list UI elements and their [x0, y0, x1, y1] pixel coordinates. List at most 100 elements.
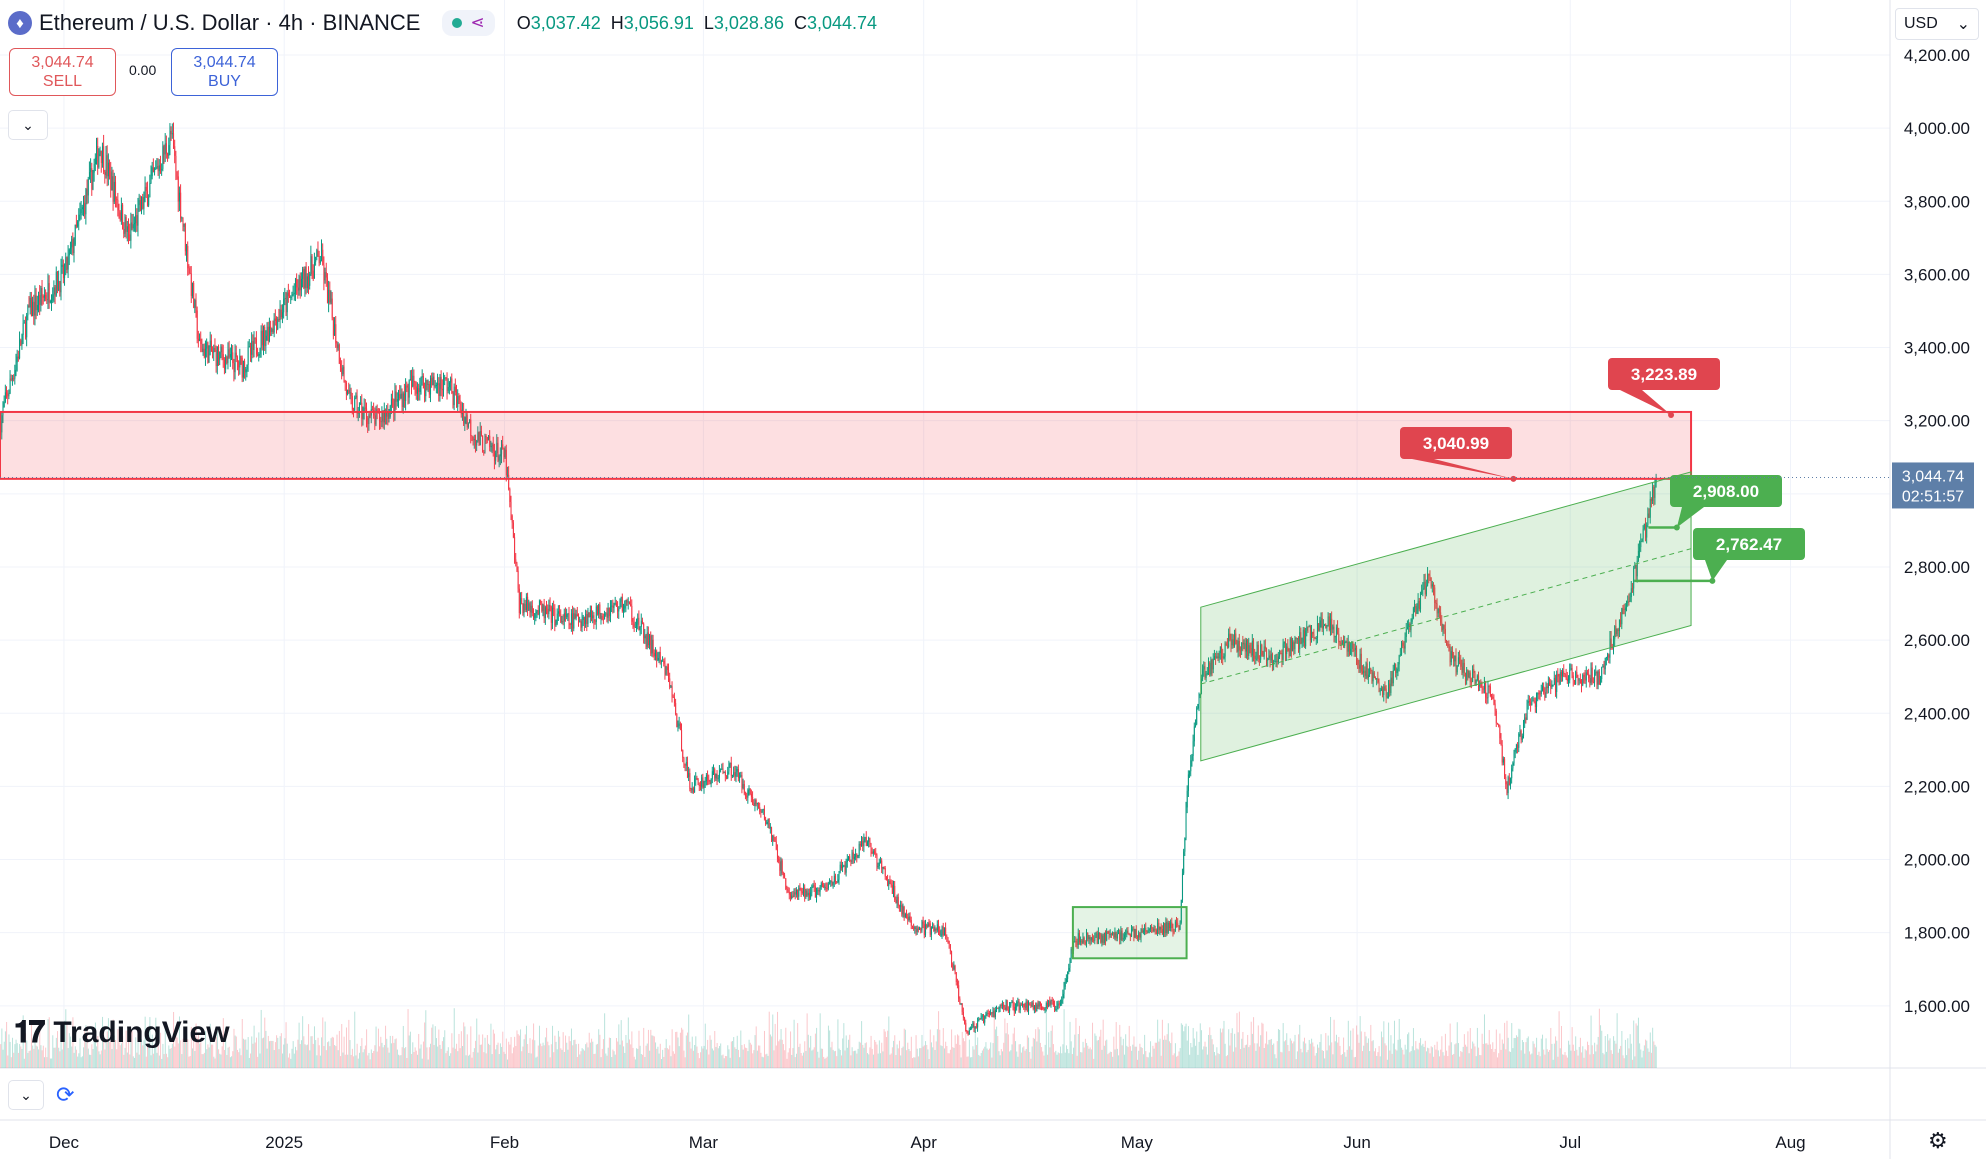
candle-body: [1543, 686, 1545, 693]
volume-bar: [1164, 1035, 1166, 1068]
volume-bar: [877, 1053, 879, 1068]
volume-bar: [1527, 1036, 1529, 1068]
volume-bar: [1145, 1051, 1147, 1068]
candle-body: [278, 318, 280, 320]
gear-icon[interactable]: ⚙: [1928, 1128, 1948, 1153]
candle-body: [192, 283, 194, 296]
volume-bar: [1504, 1022, 1506, 1068]
volume-bar: [683, 1050, 685, 1068]
candle-body: [549, 605, 551, 607]
candle-body: [115, 181, 117, 200]
candle-body: [128, 226, 130, 235]
volume-bar: [1154, 1042, 1156, 1068]
candle-body: [941, 926, 943, 935]
volume-bar: [601, 1048, 603, 1068]
volume-bar: [610, 1037, 612, 1068]
candle-body: [745, 793, 747, 796]
status-pill[interactable]: ⋖: [442, 10, 495, 36]
candle-body: [107, 162, 109, 177]
candle-body: [1007, 1010, 1009, 1012]
candle-body: [26, 315, 28, 338]
volume-bar: [1337, 1042, 1339, 1068]
candle-body: [1437, 608, 1439, 614]
tradingview-logo[interactable]: 𝟏𝟕 TradingView: [14, 1016, 230, 1050]
candle-body: [1578, 679, 1580, 681]
candle-body: [1219, 647, 1221, 654]
candle-body: [544, 607, 546, 619]
volume-bar: [435, 1038, 437, 1068]
candle-body: [433, 376, 435, 387]
volume-bar: [1628, 1048, 1630, 1068]
volume-bar: [560, 1048, 562, 1068]
candle-body: [972, 1023, 974, 1028]
candle-body: [865, 836, 867, 846]
symbol-title[interactable]: Ethereum / U.S. Dollar · 4h · BINANCE: [39, 10, 421, 35]
candle-body: [1438, 608, 1440, 613]
candle-body: [1210, 659, 1212, 675]
candle-body: [836, 881, 838, 883]
share-icon[interactable]: ⋖: [470, 13, 485, 32]
candle-body: [244, 360, 246, 373]
candle-body: [400, 393, 402, 399]
candle-body: [848, 856, 850, 859]
volume-bar: [1552, 1059, 1554, 1068]
candle-body: [983, 1015, 985, 1023]
candle-body: [337, 344, 339, 349]
candle-body: [1078, 933, 1080, 943]
candle-body: [490, 445, 492, 448]
sell-button[interactable]: 3,044.74 SELL: [9, 48, 116, 96]
volume-bar: [1499, 1033, 1501, 1068]
candle-body: [1542, 686, 1544, 691]
volume-bar: [1553, 1043, 1555, 1068]
volume-bar: [334, 1045, 336, 1068]
candle-body: [1247, 640, 1249, 657]
candle-body: [618, 609, 620, 612]
candle-body: [658, 652, 660, 658]
volume-bar: [832, 1049, 834, 1068]
candle-body: [170, 131, 172, 135]
candle-body: [84, 202, 86, 215]
volume-bar: [206, 1049, 208, 1068]
volume-bar: [555, 1041, 557, 1068]
candle-body: [678, 723, 680, 727]
volume-bar: [1065, 1045, 1067, 1068]
candle-body: [467, 423, 469, 428]
volume-bar: [135, 1037, 137, 1068]
candle-body: [1077, 933, 1079, 945]
volume-bar: [84, 1029, 86, 1068]
volume-bar: [471, 1057, 473, 1068]
candle-body: [1272, 654, 1274, 666]
volume-bar: [1455, 1043, 1457, 1068]
collapse-bottom-button[interactable]: ⌄: [8, 1080, 44, 1110]
buy-button[interactable]: 3,044.74 BUY: [171, 48, 278, 96]
volume-bar: [1150, 1041, 1152, 1068]
volume-bar: [1508, 1051, 1510, 1068]
volume-bar: [586, 1042, 588, 1068]
candle-body: [1172, 928, 1174, 932]
candle-body: [496, 442, 498, 454]
candle-body: [386, 411, 388, 417]
refresh-icon[interactable]: ⟳: [56, 1082, 75, 1107]
candle-body: [1269, 655, 1271, 661]
volume-bar: [498, 1054, 500, 1068]
collapse-legend-button[interactable]: ⌄: [8, 110, 48, 140]
volume-bar: [34, 1031, 36, 1068]
candle-body: [212, 351, 214, 353]
ethereum-icon[interactable]: ♦: [8, 11, 32, 35]
candle-body: [1302, 629, 1304, 643]
candle-body: [957, 981, 959, 986]
volume-bar: [1299, 1024, 1301, 1068]
volume-bar: [325, 1050, 327, 1068]
volume-bar: [966, 1056, 968, 1068]
price-tick-label: 3,400.00: [1904, 339, 1970, 358]
volume-bar: [1318, 1047, 1320, 1068]
volume-bar: [837, 1019, 839, 1068]
currency-select[interactable]: USD ⌄: [1895, 8, 1979, 40]
candle-body: [458, 396, 460, 401]
candle-body: [1178, 925, 1180, 930]
candle-body: [792, 895, 794, 897]
volume-bar: [1121, 1045, 1123, 1068]
candle-body: [205, 348, 207, 358]
volume-bar: [1283, 1041, 1285, 1068]
